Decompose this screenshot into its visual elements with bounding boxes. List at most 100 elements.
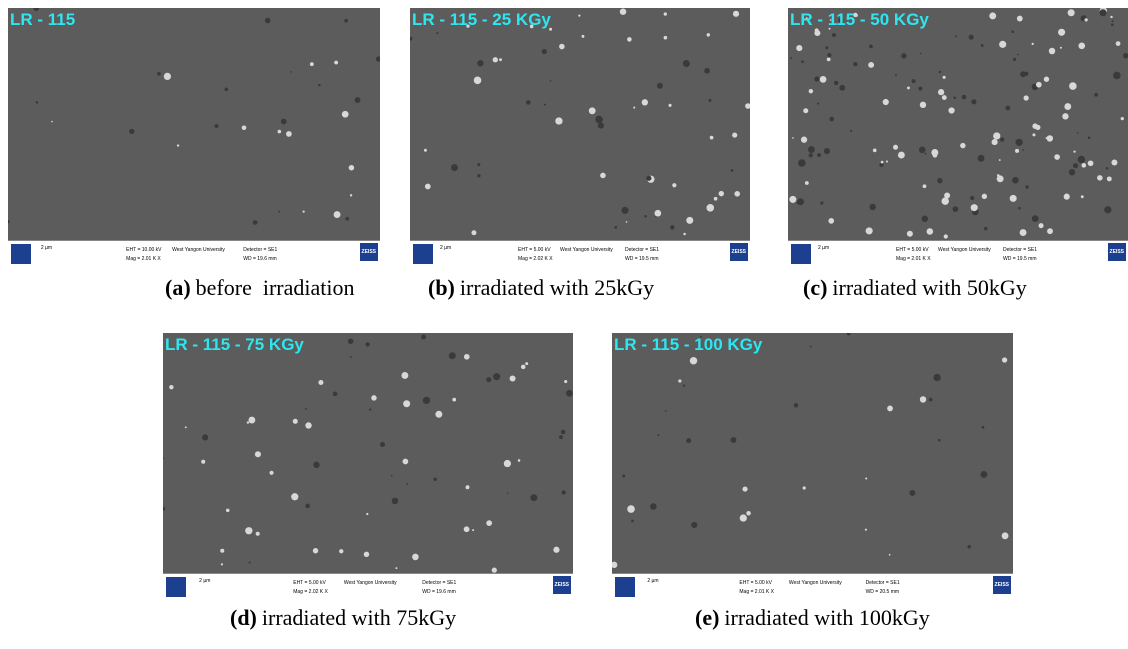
particle: [839, 85, 845, 91]
particle: [719, 191, 724, 196]
particle: [960, 143, 965, 148]
particle: [829, 117, 834, 122]
particle: [898, 152, 905, 159]
particle: [1017, 54, 1019, 56]
particle: [313, 548, 318, 553]
particle: [714, 197, 718, 201]
particle: [683, 233, 686, 236]
sem-image: LR - 115 - 100 KGy: [612, 333, 1013, 573]
particle: [542, 49, 547, 54]
particle: [1049, 48, 1055, 54]
particle: [1069, 169, 1075, 175]
particle: [794, 403, 798, 407]
particle: [247, 421, 249, 423]
particle: [886, 160, 888, 162]
particle: [403, 400, 410, 407]
logo: [791, 244, 811, 264]
particle: [664, 36, 668, 40]
particle: [1082, 163, 1087, 168]
particle: [1024, 72, 1028, 76]
sem-image: LR - 115 - 25 KGy: [410, 8, 750, 240]
particle: [1121, 117, 1124, 120]
particle: [1111, 160, 1117, 166]
particle: [690, 357, 697, 364]
particle: [334, 61, 338, 65]
caption: (d)irradiated with 75kGy: [230, 605, 456, 631]
particle: [982, 426, 985, 429]
particle: [1113, 72, 1121, 80]
particle: [1073, 151, 1075, 153]
particle: [290, 71, 292, 73]
particle: [825, 46, 828, 49]
sem-image: LR - 115 - 75 KGy: [163, 333, 573, 573]
particle: [820, 201, 823, 204]
image-label: LR - 115 - 75 KGy: [165, 335, 304, 355]
image-label: LR - 115 - 100 KGy: [614, 335, 762, 355]
particle: [814, 76, 819, 81]
particle: [559, 44, 565, 50]
particle: [980, 471, 987, 478]
particle: [1023, 95, 1028, 100]
particle: [678, 379, 681, 382]
info-bar: 2 µmEHT = 10.00 kVMag = 2.01 K XWest Yan…: [8, 240, 380, 269]
particle: [889, 554, 891, 556]
mag: Mag = 2.02 K X: [293, 589, 328, 595]
particle: [881, 161, 884, 164]
brand: ZEISS: [730, 243, 748, 261]
particle: [803, 486, 806, 489]
particle: [1032, 215, 1039, 222]
particle: [305, 408, 307, 410]
sem-panel: LR - 1152 µmEHT = 10.00 kVMag = 2.01 K X…: [8, 8, 380, 268]
mag: Mag = 2.02 K X: [518, 256, 553, 262]
particle: [827, 53, 831, 57]
particle: [562, 490, 566, 494]
caption-letter: (a): [165, 275, 191, 300]
particle: [1015, 149, 1019, 153]
particle: [626, 221, 628, 223]
particle: [412, 554, 419, 561]
particle: [472, 529, 474, 531]
detector: Detector = SE1: [866, 580, 900, 586]
image-label: LR - 115 - 50 KGy: [790, 10, 929, 30]
particle: [163, 507, 165, 511]
particle: [1002, 532, 1009, 539]
particle: [631, 520, 634, 523]
detector: Detector = SE1: [1003, 247, 1037, 253]
particle: [265, 18, 271, 24]
particle: [1020, 229, 1027, 236]
particle: [255, 451, 261, 457]
caption-text: before irradiation: [196, 275, 355, 300]
particle: [303, 210, 305, 212]
particle: [686, 438, 691, 443]
particle: [997, 174, 1000, 177]
particle: [423, 397, 430, 404]
particle: [477, 163, 480, 166]
particle: [1123, 53, 1128, 58]
particle: [380, 442, 385, 447]
particle: [350, 356, 352, 358]
particle: [281, 119, 287, 125]
eht: EHT = 5.00 kV: [896, 247, 929, 253]
particle: [518, 459, 521, 462]
particle: [809, 153, 813, 157]
particle: [706, 204, 714, 212]
particle: [939, 71, 941, 73]
particle: [790, 57, 792, 59]
caption-text: irradiated with 75kGy: [262, 605, 456, 630]
particle: [984, 227, 987, 230]
particle: [982, 194, 987, 199]
particle: [1094, 93, 1098, 97]
eht: EHT = 5.00 kV: [293, 580, 326, 586]
caption: (a)before irradiation: [165, 275, 354, 301]
surface-texture: [410, 8, 750, 240]
particle: [796, 45, 802, 51]
particle: [318, 84, 321, 87]
eht: EHT = 10.00 kV: [126, 247, 161, 253]
brand: ZEISS: [553, 576, 571, 594]
particle: [1099, 9, 1106, 16]
particle: [847, 333, 851, 335]
particle: [740, 514, 747, 521]
particle: [827, 58, 831, 62]
